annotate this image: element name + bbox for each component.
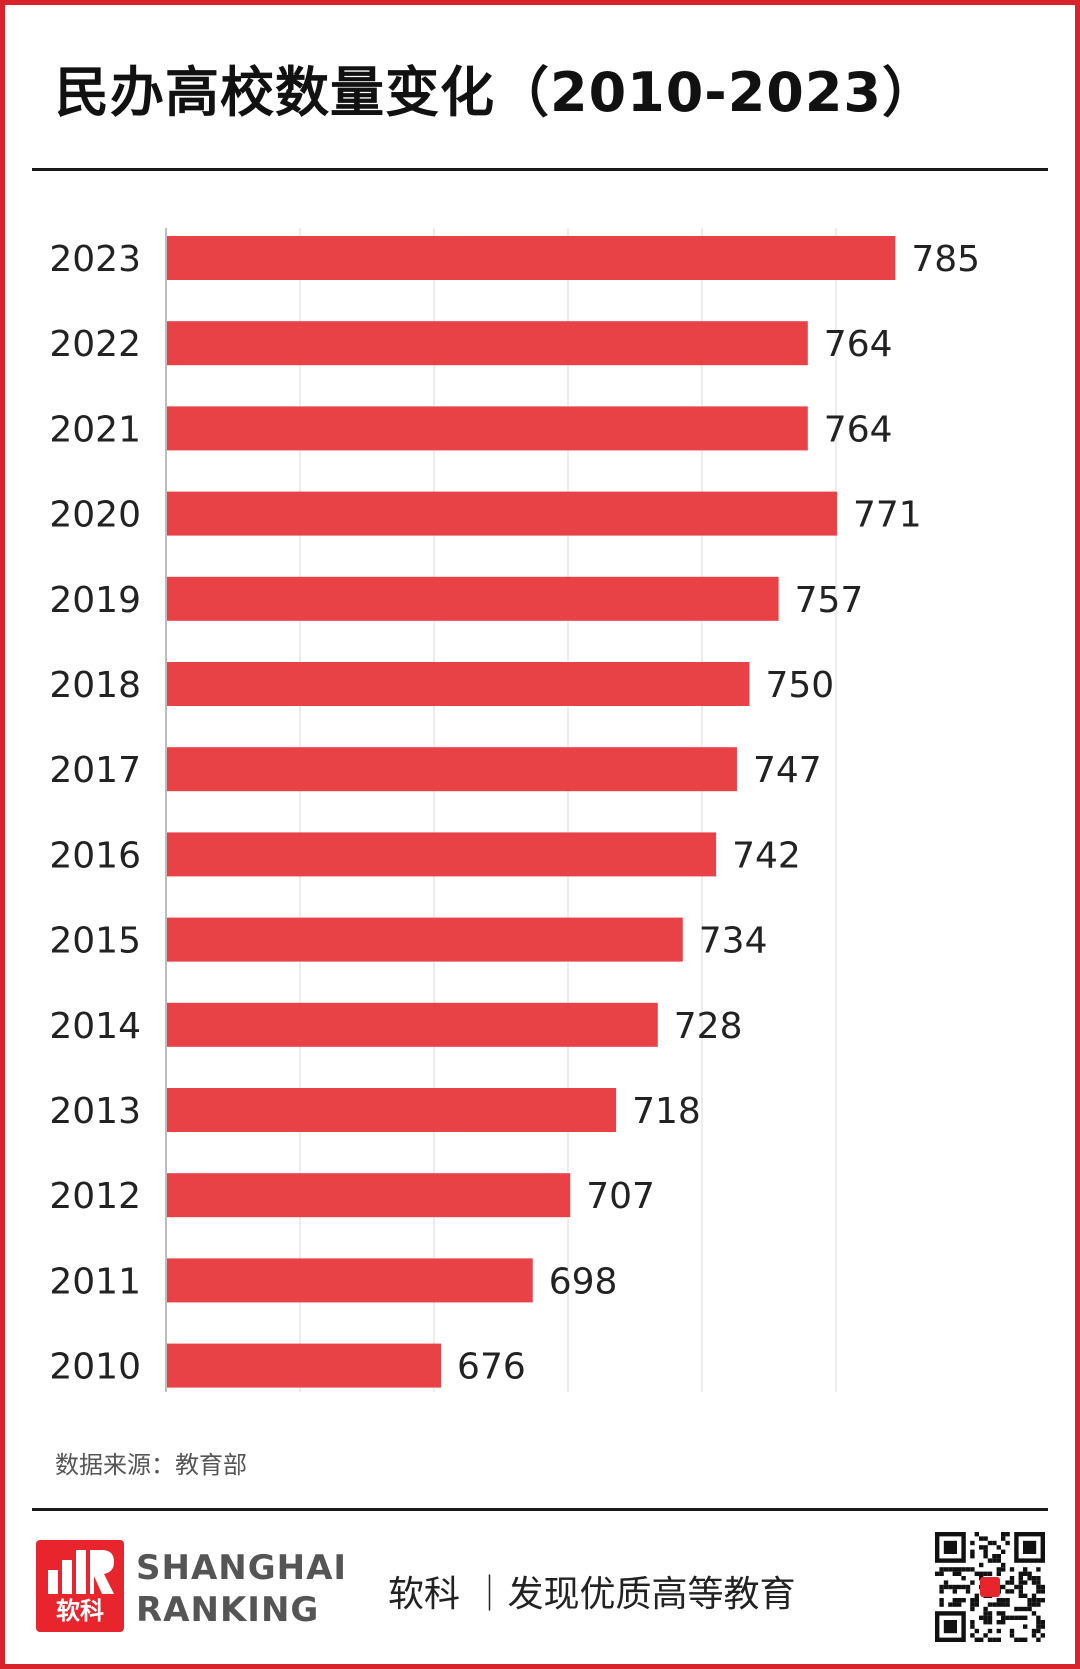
bar-2020 [167, 491, 837, 536]
data-label-2019: 757 [795, 580, 864, 621]
data-label-2015: 734 [699, 921, 768, 962]
brand-block: 软科 SHANGHAI RANKING [36, 1540, 346, 1635]
shanghai-ranking-logo-icon: 软科 [36, 1540, 124, 1632]
bar-2014 [167, 1002, 658, 1047]
data-label-2023: 785 [911, 239, 980, 280]
data-label-2013: 718 [632, 1091, 701, 1132]
tick-label-2011: 2011 [49, 1261, 141, 1302]
qr-code-icon[interactable] [935, 1532, 1045, 1642]
chart-title: 民办高校数量变化（2010-2023） [55, 61, 937, 124]
data-label-2011: 698 [549, 1261, 618, 1302]
bar-2015 [167, 917, 683, 962]
bar-2013 [167, 1088, 617, 1132]
data-label-2014: 728 [674, 1006, 743, 1047]
tick-label-2010: 2010 [49, 1347, 141, 1388]
data-label-2021: 764 [824, 409, 893, 450]
bar-2018 [167, 662, 750, 706]
footer-divider [32, 1508, 1048, 1511]
data-label-2012: 707 [586, 1176, 655, 1217]
bar-2021 [167, 406, 808, 451]
bar-2019 [167, 576, 779, 621]
data-source-note: 数据来源：教育部 [55, 1451, 247, 1479]
tick-label-2014: 2014 [49, 1006, 141, 1047]
logo-text: 软科 [56, 1597, 104, 1625]
title-divider [32, 168, 1048, 171]
bar-2012 [167, 1173, 571, 1218]
bar-2016 [167, 832, 717, 877]
bar-2010 [167, 1343, 442, 1388]
data-label-2018: 750 [765, 665, 834, 706]
slogan: 软科 ｜发现优质高等教育 [388, 1574, 796, 1615]
tick-label-2022: 2022 [49, 324, 141, 365]
tick-label-2020: 2020 [49, 495, 141, 536]
data-label-2022: 764 [824, 324, 893, 365]
brand-name-line1: SHANGHAI [136, 1548, 348, 1588]
tick-label-2016: 2016 [49, 835, 141, 876]
gridlines [165, 228, 837, 1392]
data-label-2017: 747 [753, 750, 822, 791]
tick-label-2017: 2017 [49, 750, 141, 791]
bar-2022 [167, 321, 808, 366]
bars [167, 236, 896, 1388]
data-label-2010: 676 [457, 1347, 526, 1388]
bar-2023 [167, 236, 896, 280]
data-label-2016: 742 [732, 835, 801, 876]
data-label-2020: 771 [853, 495, 922, 536]
tick-label-2015: 2015 [49, 921, 141, 962]
brand-name-line2: RANKING [136, 1590, 320, 1630]
labels: 2023 785 2022 764 2021 764 2020 771 2019 757 2018 7… [49, 239, 980, 1388]
tick-label-2023: 2023 [49, 239, 141, 280]
bar-2017 [167, 747, 737, 792]
tick-label-2013: 2013 [49, 1091, 141, 1132]
tick-label-2021: 2021 [49, 409, 141, 450]
tick-label-2018: 2018 [49, 665, 141, 706]
tick-label-2019: 2019 [49, 580, 141, 621]
tick-label-2012: 2012 [49, 1176, 141, 1217]
bar-2011 [167, 1258, 533, 1303]
